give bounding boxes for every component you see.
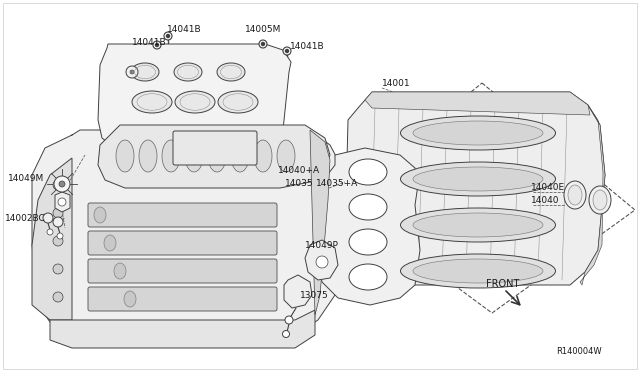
Ellipse shape xyxy=(174,63,202,81)
Circle shape xyxy=(53,208,63,218)
FancyBboxPatch shape xyxy=(88,203,277,227)
Circle shape xyxy=(53,292,63,302)
Ellipse shape xyxy=(208,140,226,172)
Ellipse shape xyxy=(218,91,258,113)
Text: FRONT: FRONT xyxy=(486,279,520,289)
Circle shape xyxy=(285,49,289,52)
Circle shape xyxy=(283,47,291,55)
Text: R140004W: R140004W xyxy=(556,347,602,356)
Circle shape xyxy=(156,44,159,46)
Circle shape xyxy=(262,42,264,45)
Polygon shape xyxy=(305,240,338,280)
Circle shape xyxy=(130,70,134,74)
Circle shape xyxy=(53,180,63,190)
Ellipse shape xyxy=(114,263,126,279)
Circle shape xyxy=(285,316,293,324)
Text: 14001: 14001 xyxy=(382,78,411,87)
Polygon shape xyxy=(32,130,340,335)
Ellipse shape xyxy=(124,291,136,307)
Text: 14035+A: 14035+A xyxy=(316,179,358,187)
Circle shape xyxy=(164,32,172,40)
Ellipse shape xyxy=(349,264,387,290)
Circle shape xyxy=(59,181,65,187)
Ellipse shape xyxy=(94,207,106,223)
Ellipse shape xyxy=(254,140,272,172)
Ellipse shape xyxy=(401,208,556,242)
Polygon shape xyxy=(310,130,330,315)
Polygon shape xyxy=(50,310,315,348)
Ellipse shape xyxy=(277,140,295,172)
Text: 14041B: 14041B xyxy=(290,42,324,51)
Circle shape xyxy=(53,236,63,246)
Ellipse shape xyxy=(349,229,387,255)
Text: 14049P: 14049P xyxy=(305,241,339,250)
Ellipse shape xyxy=(116,140,134,172)
Ellipse shape xyxy=(132,91,172,113)
Ellipse shape xyxy=(568,185,582,205)
Ellipse shape xyxy=(217,63,245,81)
Circle shape xyxy=(43,213,53,223)
Ellipse shape xyxy=(131,63,159,81)
Ellipse shape xyxy=(564,181,586,209)
Text: 13075: 13075 xyxy=(300,291,329,299)
Ellipse shape xyxy=(401,116,556,150)
Polygon shape xyxy=(284,275,312,308)
Text: 14049M: 14049M xyxy=(8,173,44,183)
Circle shape xyxy=(126,66,138,78)
FancyBboxPatch shape xyxy=(88,231,277,255)
Polygon shape xyxy=(345,92,605,285)
Text: 14040E: 14040E xyxy=(531,183,565,192)
FancyBboxPatch shape xyxy=(88,259,277,283)
Text: 14002BC: 14002BC xyxy=(5,214,45,222)
Circle shape xyxy=(259,40,267,48)
Polygon shape xyxy=(55,192,70,212)
Circle shape xyxy=(282,330,289,337)
Ellipse shape xyxy=(139,140,157,172)
Circle shape xyxy=(58,198,66,206)
Ellipse shape xyxy=(589,186,611,214)
Circle shape xyxy=(316,256,328,268)
Circle shape xyxy=(47,229,53,235)
Text: 14005M: 14005M xyxy=(245,25,282,33)
Ellipse shape xyxy=(593,190,607,210)
Ellipse shape xyxy=(401,162,556,196)
Circle shape xyxy=(53,264,63,274)
Ellipse shape xyxy=(413,213,543,237)
Ellipse shape xyxy=(413,167,543,191)
Polygon shape xyxy=(98,125,330,188)
Polygon shape xyxy=(32,158,72,320)
Ellipse shape xyxy=(401,254,556,288)
Ellipse shape xyxy=(349,159,387,185)
Circle shape xyxy=(53,217,63,227)
FancyBboxPatch shape xyxy=(88,287,277,311)
Text: 14041B: 14041B xyxy=(167,25,202,33)
Circle shape xyxy=(54,176,70,192)
Text: 14040+A: 14040+A xyxy=(278,166,320,174)
Text: 14041B: 14041B xyxy=(132,38,166,46)
Polygon shape xyxy=(365,92,590,115)
Polygon shape xyxy=(318,148,420,305)
Circle shape xyxy=(166,35,170,38)
FancyBboxPatch shape xyxy=(173,131,257,165)
Circle shape xyxy=(57,233,63,239)
Ellipse shape xyxy=(413,259,543,283)
Ellipse shape xyxy=(162,140,180,172)
Text: 14035: 14035 xyxy=(285,179,314,187)
Ellipse shape xyxy=(413,121,543,145)
Ellipse shape xyxy=(185,140,203,172)
Polygon shape xyxy=(98,44,291,148)
Text: 14040: 14040 xyxy=(531,196,559,205)
Ellipse shape xyxy=(175,91,215,113)
Ellipse shape xyxy=(104,235,116,251)
Polygon shape xyxy=(580,105,605,285)
Circle shape xyxy=(153,41,161,49)
Ellipse shape xyxy=(349,194,387,220)
Ellipse shape xyxy=(231,140,249,172)
